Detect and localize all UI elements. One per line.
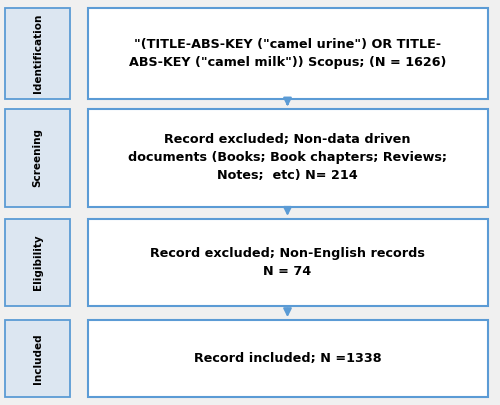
Text: Eligibility: Eligibility bbox=[32, 234, 42, 290]
Bar bbox=[5, 320, 70, 397]
Bar bbox=[88, 109, 488, 207]
Text: Identification: Identification bbox=[32, 14, 42, 93]
Text: Record excluded; Non-data driven
documents (Books; Book chapters; Reviews;
Notes: Record excluded; Non-data driven documen… bbox=[128, 134, 447, 182]
Text: Included: Included bbox=[32, 333, 42, 384]
Bar bbox=[5, 219, 70, 306]
Bar bbox=[5, 8, 70, 99]
Bar bbox=[5, 109, 70, 207]
Text: Screening: Screening bbox=[32, 128, 42, 188]
Text: "(TITLE-ABS-KEY ("camel urine") OR TITLE-
ABS-KEY ("camel milk")) Scopus; (N = 1: "(TITLE-ABS-KEY ("camel urine") OR TITLE… bbox=[129, 38, 446, 69]
Bar bbox=[88, 8, 488, 99]
Bar bbox=[88, 219, 488, 306]
Text: Record included; N =1338: Record included; N =1338 bbox=[194, 352, 382, 365]
Bar bbox=[88, 320, 488, 397]
Text: Record excluded; Non-English records
N = 74: Record excluded; Non-English records N =… bbox=[150, 247, 425, 278]
